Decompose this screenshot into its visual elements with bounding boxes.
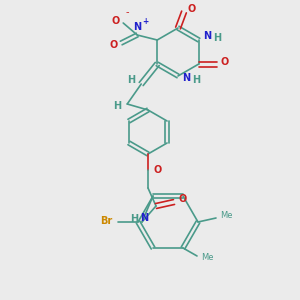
Text: H: H bbox=[130, 214, 138, 224]
Text: N: N bbox=[182, 73, 190, 83]
Text: O: O bbox=[111, 16, 119, 26]
Text: -: - bbox=[125, 7, 129, 17]
Text: +: + bbox=[142, 16, 148, 26]
Text: H: H bbox=[213, 33, 221, 43]
Text: O: O bbox=[154, 165, 162, 175]
Text: O: O bbox=[109, 40, 117, 50]
Text: H: H bbox=[192, 75, 200, 85]
Text: O: O bbox=[221, 57, 229, 67]
Text: H: H bbox=[113, 101, 121, 111]
Text: N: N bbox=[140, 213, 148, 223]
Text: N: N bbox=[133, 22, 141, 32]
Text: O: O bbox=[188, 4, 196, 14]
Text: H: H bbox=[127, 75, 135, 85]
Text: O: O bbox=[179, 194, 187, 204]
Text: Br: Br bbox=[100, 216, 112, 226]
Text: N: N bbox=[203, 31, 211, 41]
Text: Me: Me bbox=[220, 212, 232, 220]
Text: Me: Me bbox=[201, 254, 213, 262]
